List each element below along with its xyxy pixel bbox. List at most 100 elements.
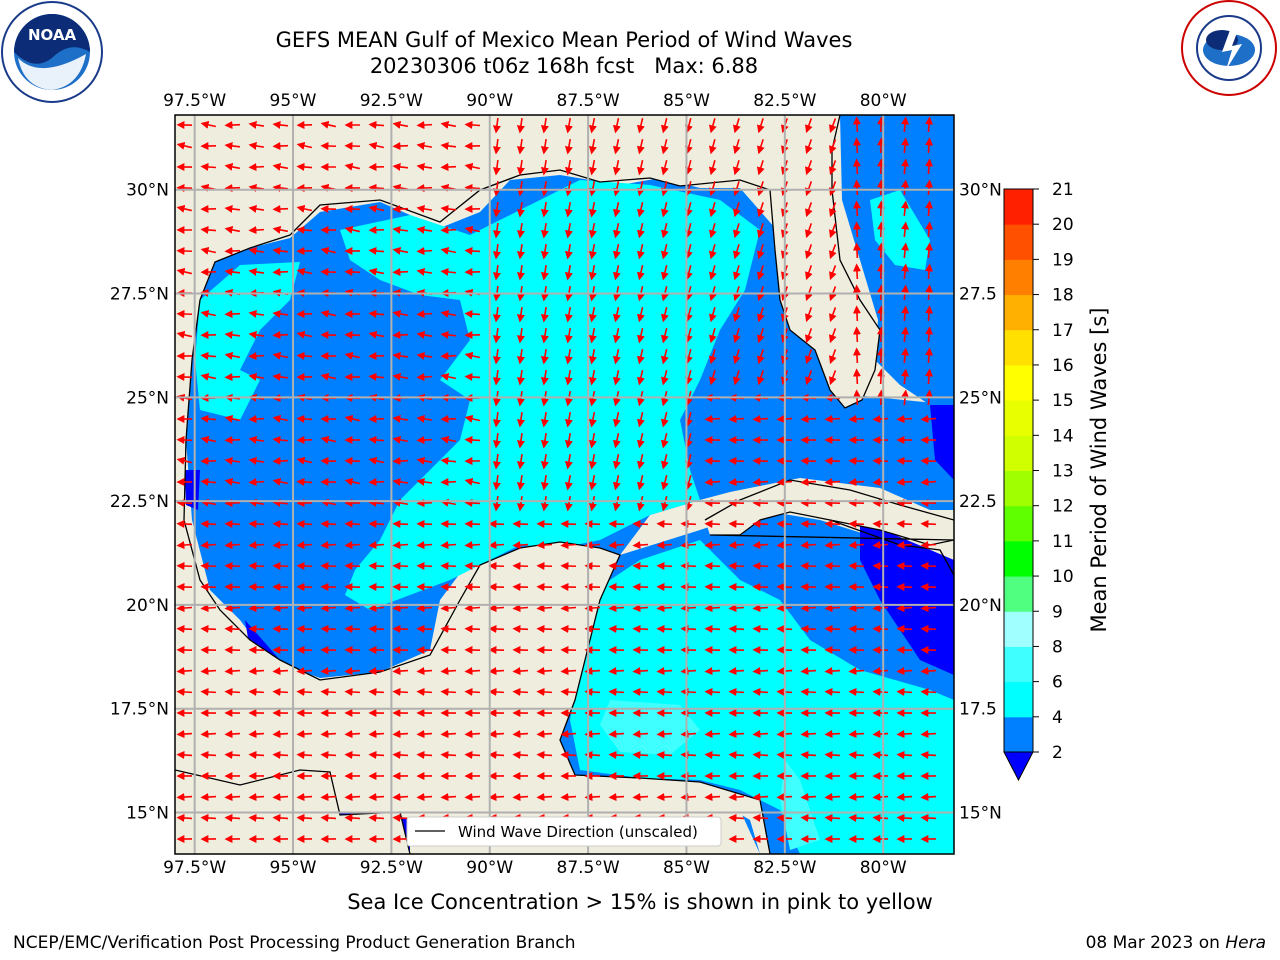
colorbar-tick-label: 2 bbox=[1052, 743, 1063, 763]
wind-wave-arrow bbox=[684, 202, 693, 218]
colorbar-segment bbox=[1004, 716, 1033, 753]
wind-wave-arrow bbox=[660, 307, 669, 323]
wind-wave-arrow bbox=[540, 369, 549, 386]
wind-wave-arrow bbox=[296, 162, 313, 171]
wind-wave-arrow bbox=[176, 204, 193, 213]
wind-wave-arrow bbox=[872, 813, 889, 822]
wind-wave-arrow bbox=[392, 667, 409, 676]
lon-label-bottom: 87.5°W bbox=[557, 858, 620, 878]
wind-wave-arrow bbox=[920, 624, 937, 633]
wind-wave-arrow bbox=[416, 225, 433, 234]
wind-wave-arrow bbox=[852, 242, 861, 259]
wind-wave-arrow bbox=[704, 604, 721, 613]
wind-wave-arrow bbox=[852, 305, 861, 322]
wind-wave-arrow bbox=[440, 204, 457, 213]
wind-wave-arrow bbox=[368, 624, 385, 633]
wind-wave-arrow bbox=[296, 330, 313, 339]
wind-wave-arrow bbox=[392, 120, 409, 129]
wind-wave-arrow bbox=[728, 519, 745, 528]
wind-wave-arrow bbox=[248, 667, 265, 676]
wind-wave-arrow bbox=[224, 604, 241, 613]
wind-wave-arrow bbox=[564, 180, 573, 197]
wind-wave-arrow bbox=[368, 687, 385, 696]
wind-wave-arrow bbox=[564, 306, 573, 323]
wind-wave-arrow bbox=[440, 750, 457, 759]
wind-wave-arrow bbox=[852, 326, 861, 343]
wind-wave-arrow bbox=[848, 604, 865, 613]
wind-wave-arrow bbox=[540, 264, 549, 281]
wind-wave-arrow bbox=[440, 246, 457, 255]
wind-wave-arrow bbox=[540, 201, 549, 218]
wind-wave-arrow bbox=[392, 246, 409, 255]
wind-wave-arrow bbox=[588, 474, 597, 491]
wind-wave-arrow bbox=[824, 793, 841, 802]
wind-wave-arrow bbox=[560, 730, 577, 739]
wind-wave-arrow bbox=[440, 372, 457, 381]
wind-wave-arrow bbox=[608, 750, 625, 759]
wind-wave-arrow bbox=[824, 541, 841, 550]
wind-wave-arrow bbox=[636, 474, 645, 491]
wind-wave-arrow bbox=[248, 793, 265, 802]
wind-wave-arrow bbox=[636, 243, 645, 260]
wind-wave-arrow bbox=[848, 793, 865, 802]
wind-wave-arrow bbox=[636, 117, 645, 134]
cuba bbox=[705, 480, 954, 545]
wind-wave-arrow bbox=[248, 415, 265, 424]
wind-wave-arrow bbox=[848, 478, 865, 487]
wind-wave-arrow bbox=[492, 159, 501, 176]
wind-wave-arrow bbox=[656, 604, 673, 613]
wind-wave-arrow bbox=[704, 415, 721, 424]
wind-wave-arrow bbox=[224, 121, 241, 130]
wind-wave-arrow bbox=[564, 432, 573, 449]
wind-wave-arrow bbox=[848, 750, 865, 759]
wind-wave-arrow bbox=[224, 793, 241, 802]
wind-wave-arrow bbox=[757, 118, 765, 134]
wind-wave-arrow bbox=[752, 624, 769, 633]
wind-wave-arrow bbox=[660, 412, 669, 428]
wind-wave-arrow bbox=[608, 667, 625, 676]
wind-wave-arrow bbox=[540, 327, 549, 344]
wind-wave-arrow bbox=[800, 415, 817, 424]
wind-wave-arrow bbox=[636, 411, 645, 428]
wind-wave-arrow bbox=[536, 541, 553, 550]
wind-wave-arrow bbox=[536, 667, 553, 676]
colorbar-segment bbox=[1004, 435, 1033, 471]
wind-wave-arrow bbox=[704, 667, 721, 676]
wind-wave-arrow bbox=[732, 307, 741, 323]
wind-wave-arrow bbox=[805, 370, 813, 386]
wind-wave-arrow bbox=[872, 687, 889, 696]
wind-wave-arrow bbox=[896, 519, 913, 528]
wind-wave-arrow bbox=[824, 415, 841, 424]
wind-wave-arrow bbox=[516, 369, 525, 386]
wind-wave-arrow bbox=[632, 624, 649, 633]
wind-wave-arrow bbox=[901, 263, 910, 280]
wind-wave-arrow bbox=[320, 730, 337, 739]
lat-label-right: 30°N bbox=[959, 181, 1002, 201]
wind-wave-arrow bbox=[320, 750, 337, 759]
wind-wave-arrow bbox=[540, 432, 549, 449]
wind-wave-arrow bbox=[176, 793, 193, 802]
mexico bbox=[175, 300, 770, 854]
wind-wave-arrow bbox=[901, 221, 910, 238]
wind-wave-arrow bbox=[248, 604, 265, 613]
wind-wave-arrow bbox=[925, 221, 934, 238]
wind-wave-arrow bbox=[176, 141, 193, 150]
wind-wave-arrow bbox=[901, 242, 910, 259]
wind-wave-arrow bbox=[877, 347, 886, 364]
wind-wave-arrow bbox=[708, 265, 717, 281]
wind-wave-arrow bbox=[800, 730, 817, 739]
wind-wave-arrow bbox=[757, 202, 765, 218]
colorbar-segment bbox=[1004, 576, 1033, 612]
wind-wave-arrow bbox=[612, 327, 621, 344]
wind-wave-arrow bbox=[200, 309, 217, 318]
wind-wave-arrow bbox=[708, 349, 717, 365]
wind-wave-arrow bbox=[732, 349, 741, 365]
wind-wave-arrow bbox=[492, 432, 501, 449]
wind-wave-arrow bbox=[877, 263, 886, 280]
lat-label-right: 22.5 bbox=[959, 492, 997, 512]
wind-wave-arrow bbox=[925, 326, 934, 343]
wind-wave-arrow bbox=[296, 141, 313, 150]
wind-wave-arrow bbox=[440, 456, 457, 465]
wind-wave-arrow bbox=[272, 414, 289, 423]
wind-wave-arrow bbox=[488, 604, 505, 613]
